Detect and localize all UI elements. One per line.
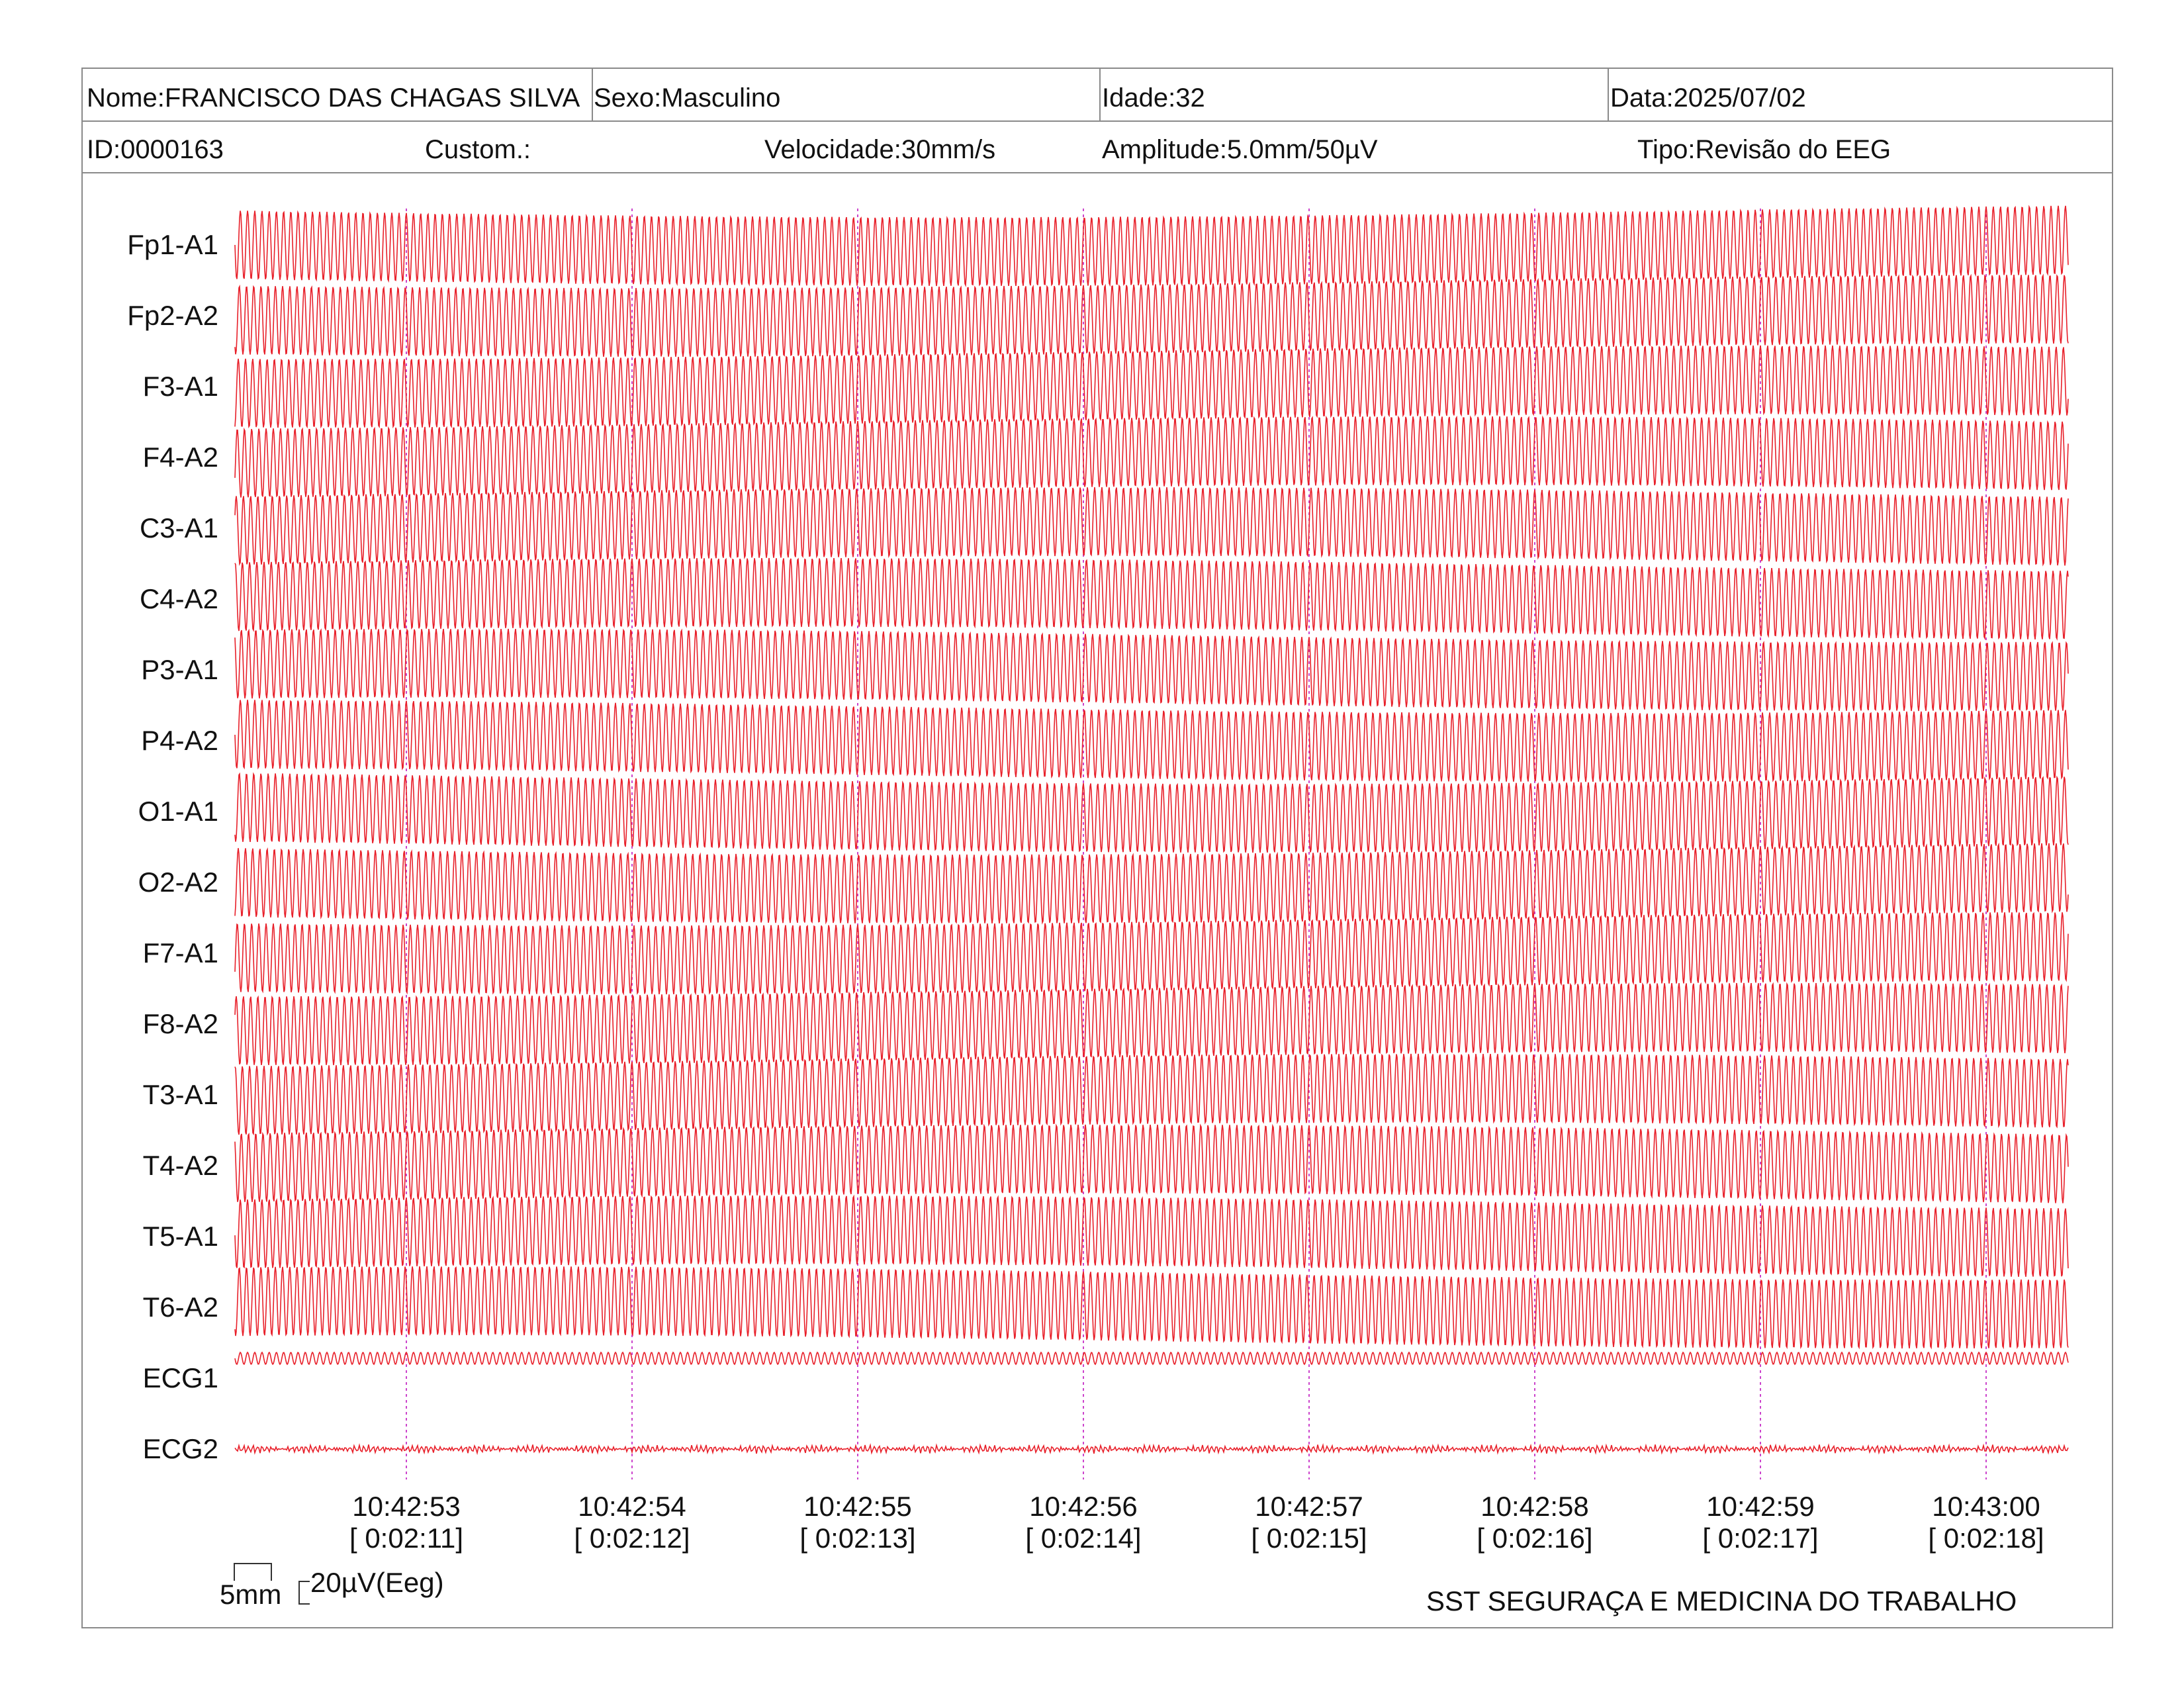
- channel-trace: [234, 842, 2069, 925]
- channel-label: F8-A2: [142, 1008, 218, 1039]
- exam-date: Data:2025/07/02: [1610, 83, 1806, 113]
- patient-id: ID:0000163: [87, 135, 224, 164]
- time-mark: 10:43:00[ 0:02:18]: [1900, 1491, 2072, 1555]
- patient-name-field: Nome:FRANCISCO DAS CHAGAS SILVA: [87, 85, 591, 111]
- time-mark-elapsed: [ 0:02:16]: [1477, 1523, 1593, 1554]
- time-mark: 10:42:54[ 0:02:12]: [546, 1491, 718, 1555]
- header-bottom-border: [83, 172, 2112, 173]
- header-divider: [83, 120, 2112, 122]
- patient-name-label: Nome:: [87, 85, 165, 111]
- channel-trace: [234, 487, 2069, 567]
- channel-trace: [234, 1123, 2069, 1203]
- channel-label: ECG2: [142, 1433, 218, 1464]
- channel-trace: [234, 700, 2069, 783]
- channel-trace: [234, 912, 2069, 996]
- channel-trace: [234, 628, 2069, 712]
- channel-label: Fp2-A2: [127, 300, 218, 331]
- channel-label: T3-A1: [142, 1079, 218, 1110]
- patient-age: Idade:32: [1102, 83, 1205, 113]
- channel-trace: [234, 1194, 2069, 1278]
- header-column-divider: [1099, 69, 1101, 120]
- channel-label: F7-A1: [142, 937, 218, 968]
- channel-label: O1-A1: [138, 796, 218, 827]
- time-mark-clock: 10:42:58: [1480, 1491, 1589, 1522]
- channel-label: C4-A2: [139, 583, 218, 614]
- time-mark-elapsed: [ 0:02:13]: [799, 1523, 916, 1554]
- channel-trace: [234, 415, 2069, 498]
- channel-label: T5-A1: [142, 1221, 218, 1252]
- paper-speed: Velocidade:30mm/s: [764, 135, 996, 164]
- channel-trace: [234, 982, 2069, 1066]
- time-mark-clock: 10:42:56: [1029, 1491, 1138, 1522]
- channel-trace: [234, 1266, 2069, 1350]
- time-mark: 10:42:56[ 0:02:14]: [997, 1491, 1169, 1555]
- header-column-divider: [592, 69, 593, 120]
- channel-label: ECG1: [142, 1362, 218, 1393]
- time-mark-elapsed: [ 0:02:15]: [1251, 1523, 1367, 1554]
- time-mark: 10:42:59[ 0:02:17]: [1674, 1491, 1846, 1555]
- channel-trace: [234, 1351, 2069, 1366]
- time-mark-elapsed: [ 0:02:17]: [1702, 1523, 1819, 1554]
- channel-trace: [234, 345, 2069, 429]
- time-mark: 10:42:57[ 0:02:15]: [1223, 1491, 1395, 1555]
- channel-label: P3-A1: [141, 654, 218, 685]
- trace-group: [234, 205, 2069, 1456]
- channel-trace: [234, 273, 2069, 357]
- time-scale-label: 5mm: [220, 1579, 282, 1610]
- time-mark-elapsed: [ 0:02:11]: [349, 1523, 464, 1554]
- time-scale-bar: [234, 1563, 272, 1581]
- channel-label: F4-A2: [142, 442, 218, 473]
- channel-label: F3-A1: [142, 371, 218, 402]
- channel-label: C3-A1: [139, 512, 218, 543]
- patient-sex: Sexo:Masculino: [594, 83, 781, 113]
- channel-label: T6-A2: [142, 1291, 218, 1323]
- channel-label: Fp1-A1: [127, 229, 218, 260]
- exam-type: Tipo:Revisão do EEG: [1637, 135, 1891, 164]
- time-mark-elapsed: [ 0:02:14]: [1025, 1523, 1142, 1554]
- company-name: SST SEGURAÇA E MEDICINA DO TRABALHO: [1426, 1585, 2017, 1617]
- time-mark-clock: 10:42:59: [1706, 1491, 1815, 1522]
- time-mark: 10:42:55[ 0:02:13]: [772, 1491, 944, 1555]
- channel-trace: [234, 772, 2069, 853]
- header-column-divider: [1608, 69, 1609, 120]
- time-mark-clock: 10:42:54: [578, 1491, 686, 1522]
- time-mark-elapsed: [ 0:02:12]: [574, 1523, 690, 1554]
- amplitude-scale-label: 20µV(Eeg): [310, 1567, 444, 1598]
- time-mark-clock: 10:42:55: [803, 1491, 912, 1522]
- channel-label: T4-A2: [142, 1150, 218, 1181]
- channel-trace: [234, 1053, 2069, 1136]
- channel-label: P4-A2: [141, 725, 218, 756]
- time-mark-clock: 10:42:53: [352, 1491, 461, 1522]
- time-mark-clock: 10:43:00: [1932, 1491, 2040, 1522]
- time-mark: 10:42:53[ 0:02:11]: [320, 1491, 492, 1555]
- channel-trace: [234, 205, 2069, 287]
- time-mark-elapsed: [ 0:02:18]: [1928, 1523, 2044, 1554]
- amplitude-setting: Amplitude:5.0mm/50µV: [1102, 135, 1378, 164]
- channel-trace: [234, 557, 2069, 641]
- amplitude-scale-bar: [298, 1581, 310, 1605]
- report-frame: Nome:FRANCISCO DAS CHAGAS SILVA Sexo:Mas…: [81, 68, 2113, 1628]
- patient-name-value: FRANCISCO DAS CHAGAS SILVA: [164, 85, 580, 111]
- channel-trace: [234, 1443, 2069, 1456]
- time-mark-clock: 10:42:57: [1255, 1491, 1363, 1522]
- custom-field: Custom.:: [425, 135, 531, 164]
- channel-label: O2-A2: [138, 867, 218, 898]
- time-mark: 10:42:58[ 0:02:16]: [1449, 1491, 1621, 1555]
